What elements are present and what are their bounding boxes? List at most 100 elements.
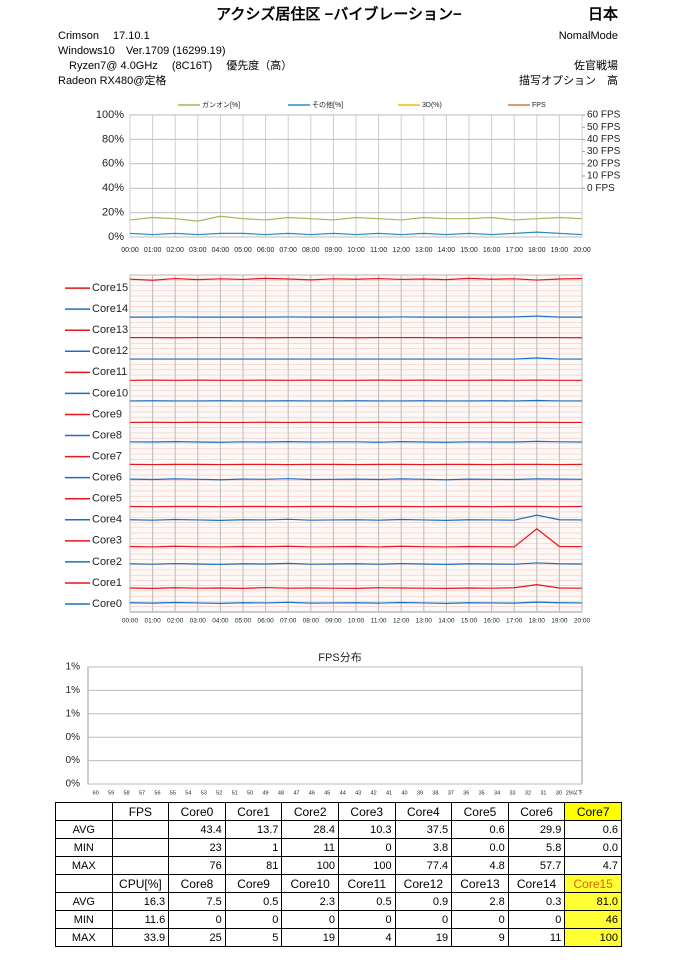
table-cell: 11.6	[111, 910, 170, 929]
x-tick-label: 14:00	[438, 247, 456, 254]
series-line	[129, 440, 583, 443]
table-row: CPU[%] Core8 Core9 Core10 Core11 Core12 Core13…	[55, 874, 622, 893]
y-tick-label: 0%	[66, 732, 81, 743]
table-row: MAX 33.9 25 5 19 4 19 9 11 100	[55, 928, 622, 947]
x-tick-label: 10:00	[347, 247, 365, 254]
table-cell: Core7	[564, 802, 622, 821]
x-tick-label: 00:00	[122, 618, 139, 625]
legend-label: Core1	[92, 577, 122, 589]
x-tick-label: 05:00	[235, 618, 252, 625]
legend-label: Core10	[92, 387, 128, 399]
x-tick-label: 07:00	[280, 618, 297, 625]
y-tick-label: 60%	[102, 158, 124, 170]
table-cell: Core1	[224, 802, 283, 821]
table-cell: 76	[168, 856, 226, 875]
x-tick-label: 52	[216, 790, 222, 796]
table-cell: Core0	[168, 802, 226, 821]
table-cell: Core6	[507, 802, 566, 821]
table-cell: Core5	[451, 802, 509, 821]
legend-label: Core12	[92, 345, 128, 357]
x-tick-label: 44	[340, 790, 346, 796]
y-tick-label: 40%	[102, 182, 124, 194]
x-tick-label: 54	[185, 790, 191, 796]
stats-table: FPS Core0 Core1 Core2 Core3 Core4 Core5 Core6 Co…	[55, 802, 622, 947]
table-cell: 19	[394, 928, 453, 947]
table-cell: 23	[168, 838, 226, 857]
table-cell: 11	[281, 838, 339, 857]
table-cell: 1	[224, 838, 283, 857]
table-cell	[111, 820, 170, 839]
x-tick-label: 04:00	[212, 618, 229, 625]
table-cell: FPS	[111, 802, 170, 821]
legend-label: Core5	[92, 493, 122, 505]
table-cell: 77.4	[394, 856, 453, 875]
x-tick-label: 42	[371, 790, 377, 796]
table-cell: 10.3	[337, 820, 396, 839]
x-tick-label: 29以下	[566, 789, 584, 796]
x-tick-label: 37	[448, 790, 454, 796]
table-cell: 0.6	[451, 820, 509, 839]
y-tick-label: 0%	[66, 779, 81, 790]
legend-label: Core13	[92, 324, 128, 336]
table-cell: 0	[451, 910, 509, 929]
x-tick-label: 41	[386, 790, 392, 796]
x-tick-label: 15:00	[460, 247, 478, 254]
x-tick-label: 59	[108, 790, 114, 796]
x-tick-label: 16:00	[483, 618, 500, 625]
y-tick-label: 0%	[66, 755, 81, 766]
table-cell: 57.7	[507, 856, 566, 875]
x-tick-label: 03:00	[189, 247, 207, 254]
x-tick-label: 31	[540, 790, 546, 796]
x-tick-label: 50	[247, 790, 253, 796]
x-tick-label: 16:00	[483, 247, 501, 254]
table-cell: 0	[168, 910, 226, 929]
x-tick-label: 15:00	[461, 618, 478, 625]
region: 日本	[587, 6, 618, 23]
table-cell: CPU[%]	[111, 874, 170, 893]
y-tick-label: 1%	[66, 685, 81, 696]
series-line	[129, 514, 583, 521]
legend-label: Core7	[92, 450, 122, 462]
table-cell: 25	[168, 928, 226, 947]
x-tick-label: 57	[139, 790, 145, 796]
series-line	[129, 584, 583, 590]
table-cell: 11	[507, 928, 566, 947]
x-tick-label: 46	[309, 790, 315, 796]
chart-title: FPS分布	[318, 651, 361, 664]
x-tick-label: 33	[509, 790, 515, 796]
info-line: 佐官戦場	[574, 60, 618, 72]
legend-label: Core2	[92, 556, 122, 568]
x-tick-label: 01:00	[144, 618, 161, 625]
x-tick-label: 13:00	[416, 618, 433, 625]
table-cell: 13.7	[224, 820, 283, 839]
table-cell: Core8	[168, 874, 226, 893]
table-cell: 7.5	[168, 892, 226, 911]
legend-label: その他[%]	[312, 100, 343, 109]
table-cell: 4	[337, 928, 396, 947]
table-cell: 16.3	[111, 892, 170, 911]
table-cell: 37.5	[394, 820, 453, 839]
x-tick-label: 04:00	[212, 247, 230, 254]
x-tick-label: 09:00	[325, 618, 342, 625]
table-cell: MIN	[55, 910, 113, 929]
x-tick-label: 18:00	[529, 618, 546, 625]
series-line	[129, 231, 583, 236]
table-cell: Core12	[394, 874, 453, 893]
legend-label: Core6	[92, 472, 122, 484]
legend-label: Core9	[92, 408, 122, 420]
x-tick-label: 12:00	[392, 247, 410, 254]
x-tick-label: 09:00	[325, 247, 343, 254]
table-cell: 46	[564, 910, 622, 929]
table-cell: 29.9	[507, 820, 566, 839]
info-line: Ryzen7@ 4.0GHz (8C16T) 優先度（高）	[58, 60, 293, 72]
table-cell: 0.5	[224, 892, 283, 911]
series-line	[129, 601, 583, 604]
table-cell: 100	[564, 928, 622, 947]
y2-tick-label: 60 FPS	[587, 110, 621, 121]
table-cell: 100	[281, 856, 339, 875]
table-row: FPS Core0 Core1 Core2 Core3 Core4 Core5 Core6 Co…	[55, 802, 622, 821]
legend-label: ガンオン[%]	[202, 100, 240, 109]
table-cell: 33.9	[111, 928, 170, 947]
x-tick-label: 53	[201, 790, 207, 796]
table-cell: Core15	[564, 874, 622, 893]
